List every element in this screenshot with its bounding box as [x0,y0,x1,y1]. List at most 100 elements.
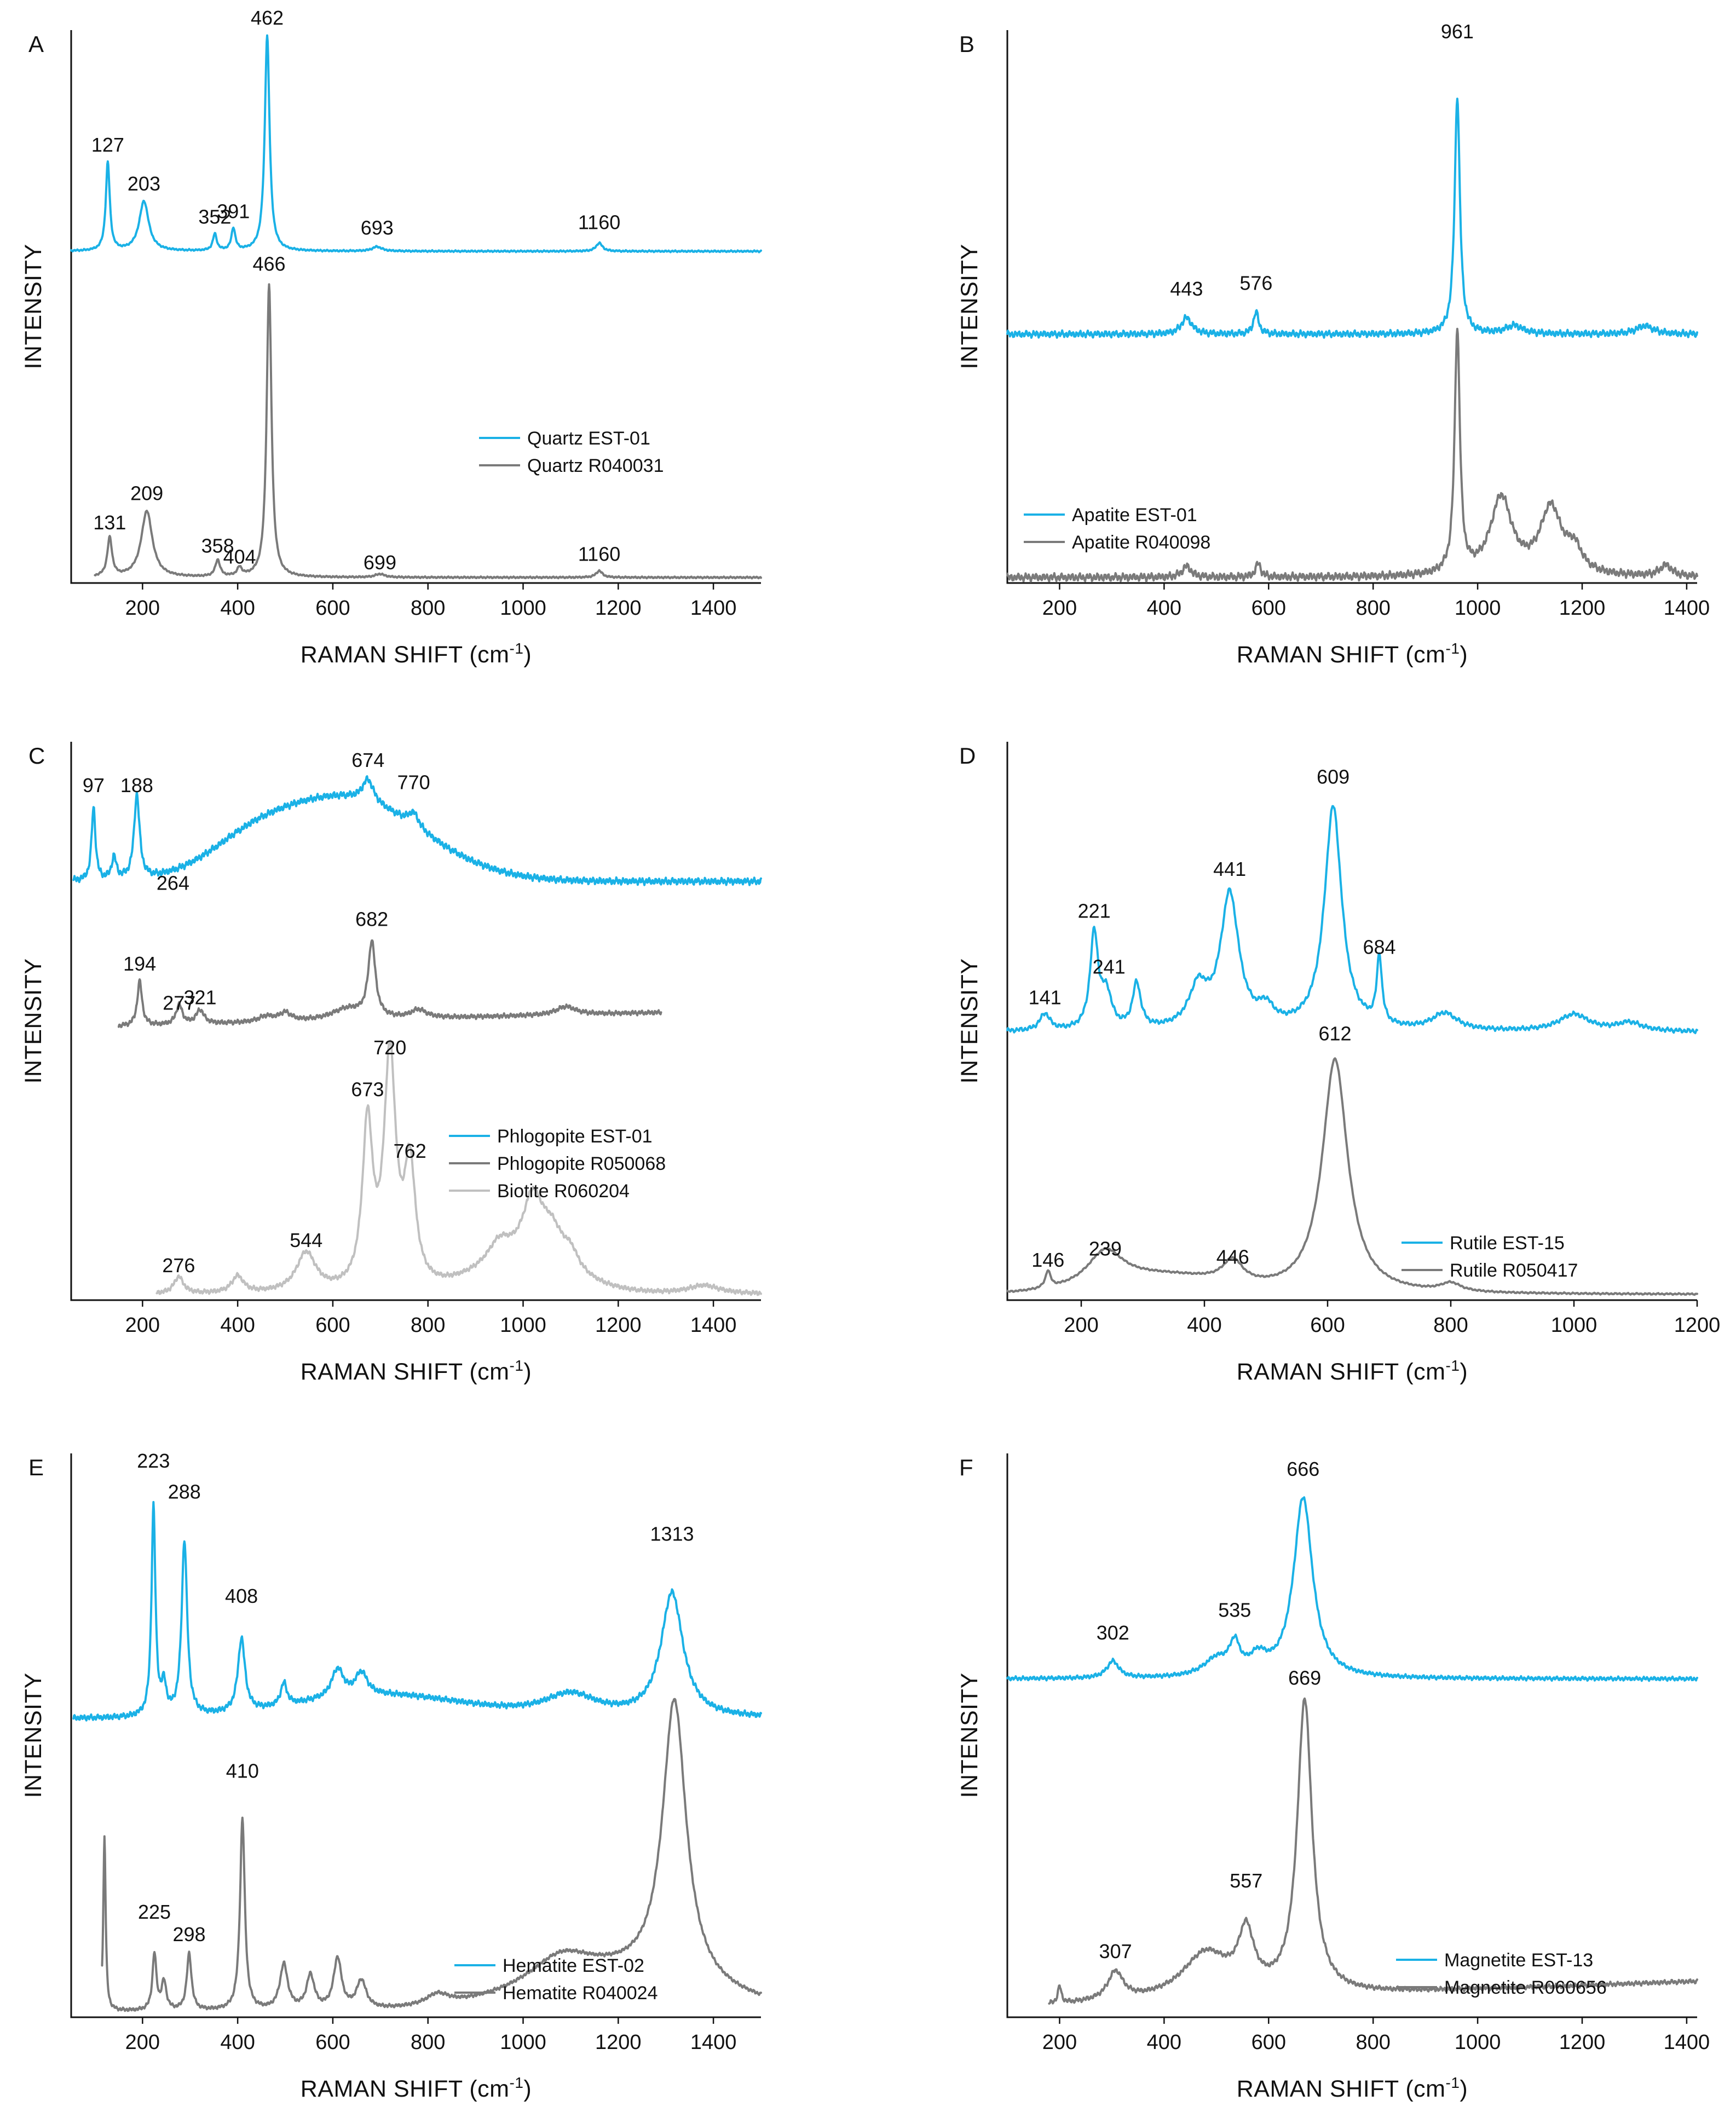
panel-letter: E [28,1455,44,1480]
panel-d: D 200 400 600 800 1000 1200 RAMAN SHIFT (cm-1) I… [956,742,1720,1385]
x-tick-label: 800 [1356,2031,1390,2054]
x-axis-title: RAMAN SHIFT (cm-1) [301,640,532,668]
legend-entry: Hematite EST-02 [503,1955,644,1976]
peak-label: 288 [168,1480,201,1503]
series-line-2 [1006,327,1698,583]
series-line-2 [94,283,762,580]
x-tick-label: 200 [1042,2031,1077,2054]
axis-lines [70,1453,761,2018]
x-tick-label: 1400 [1664,2031,1710,2054]
x-tick-label: 1000 [1455,2031,1501,2054]
peak-label: 666 [1287,1458,1319,1480]
panel-letter: F [959,1455,973,1480]
x-tick-label: 1000 [500,2031,546,2054]
legend-entry: Phlogopite R050068 [497,1153,666,1174]
legend-entry: Biotite R060204 [497,1181,630,1202]
legend: Quartz EST-01 Quartz R040031 [479,428,664,476]
legend-entry: Rutile EST-15 [1450,1233,1565,1254]
x-tick-label: 1200 [595,597,642,620]
series-line-2 [101,1698,762,2012]
peak-label: 188 [120,774,153,797]
peak-label: 408 [225,1585,258,1607]
x-tick-label: 400 [1147,2031,1181,2054]
x-tick-label: 1200 [1559,2031,1606,2054]
x-tick-label: 400 [1187,1314,1221,1337]
peak-label: 223 [137,1450,170,1472]
x-tick-label: 200 [125,2031,160,2054]
x-tick-label: 800 [1356,597,1390,620]
peak-label: 146 [1031,1249,1064,1271]
series-line-2 [1048,1697,1698,2005]
x-tick-label: 1200 [1559,597,1606,620]
peak-label: 576 [1239,272,1272,295]
peak-label: 203 [128,172,160,195]
legend: Apatite EST-01 Apatite R040098 [1024,505,1210,553]
x-tick-label: 200 [125,597,160,620]
x-tick-label: 1000 [500,597,546,620]
peak-label: 141 [1029,986,1062,1008]
legend-entry: Phlogopite EST-01 [497,1126,653,1147]
legend-entry: Quartz R040031 [527,455,664,476]
peak-label: 404 [223,546,256,568]
y-axis-title: INTENSITY [956,958,983,1083]
peak-label: 684 [1363,936,1395,959]
peak-label: 673 [351,1078,384,1101]
x-tick-label: 1400 [1664,597,1710,620]
x-tick-label: 800 [411,2031,445,2054]
x-tick-label: 1400 [690,2031,737,2054]
panel-f: F 200 400 600 800 1000 1200 1400 RAMAN SHIFT (cm… [956,1453,1710,2102]
series-line-3 [155,1040,762,1296]
x-tick-label: 1000 [1455,597,1501,620]
peak-label: 307 [1099,1940,1132,1963]
peak-label: 612 [1318,1023,1351,1045]
peak-label: 264 [157,871,189,894]
x-axis-title: RAMAN SHIFT (cm-1) [1237,640,1468,668]
peak-label: 557 [1230,1869,1262,1892]
peak-label: 302 [1097,1621,1129,1644]
peak-label: 770 [397,771,430,794]
peak-label: 441 [1213,858,1246,880]
axis-lines [1006,742,1697,1301]
legend-entry: Apatite R040098 [1072,532,1210,553]
peak-label: 221 [1078,899,1111,922]
peak-label: 127 [91,134,124,156]
series-line-1 [1006,1496,1698,1682]
x-tick-label: 600 [315,597,350,620]
peak-label: 209 [130,482,163,505]
x-axis-title: RAMAN SHIFT (cm-1) [1237,1357,1468,1385]
series-line-1 [1006,805,1698,1035]
legend-entry: Magnetite R060656 [1444,1977,1607,1998]
peak-label: 443 [1170,278,1203,300]
panel-a: A 200 400 600 800 1000 1200 1400 RAMAN SHIFT (cm… [20,7,762,668]
peak-label: 1160 [578,211,620,234]
peak-label: 352 [198,206,231,228]
peak-label: 544 [290,1229,322,1251]
legend: Hematite EST-02 Hematite R040024 [454,1955,658,2004]
x-tick-label: 600 [315,2031,350,2054]
y-axis-title: INTENSITY [956,244,983,369]
peak-label: 131 [93,511,126,534]
legend: Magnetite EST-13 Magnetite R060656 [1396,1950,1607,1998]
peak-label: 466 [252,252,285,275]
x-tick-label: 1000 [500,1314,546,1337]
panel-e: E 200 400 600 800 1000 1200 1400 RAMAN SHIFT (cm… [20,1450,762,2102]
peak-label: 225 [138,1901,171,1923]
peak-label: 609 [1317,766,1349,788]
x-tick-label: 600 [315,1314,350,1337]
legend-entry: Magnetite EST-13 [1444,1950,1593,1971]
peak-label: 535 [1218,1599,1251,1621]
panel-b: B 200 400 600 800 1000 1200 1400 RAMAN SHIFT (cm… [956,20,1710,668]
peak-label: 358 [201,534,234,557]
legend-entry: Hematite R040024 [503,1983,658,2004]
x-axis-title: RAMAN SHIFT (cm-1) [301,1357,532,1385]
legend-entry: Rutile R050417 [1450,1260,1578,1281]
x-tick-label: 1400 [690,1314,737,1337]
peak-label: 682 [355,908,388,931]
panel-letter: A [28,31,44,57]
panel-c: C 200 400 600 800 1000 1200 1400 RAMAN SHIFT (cm… [20,742,762,1385]
x-tick-label: 800 [411,597,445,620]
series-line-1 [1006,97,1698,339]
series-line-1 [72,1500,762,1722]
x-tick-label: 200 [1042,597,1077,620]
